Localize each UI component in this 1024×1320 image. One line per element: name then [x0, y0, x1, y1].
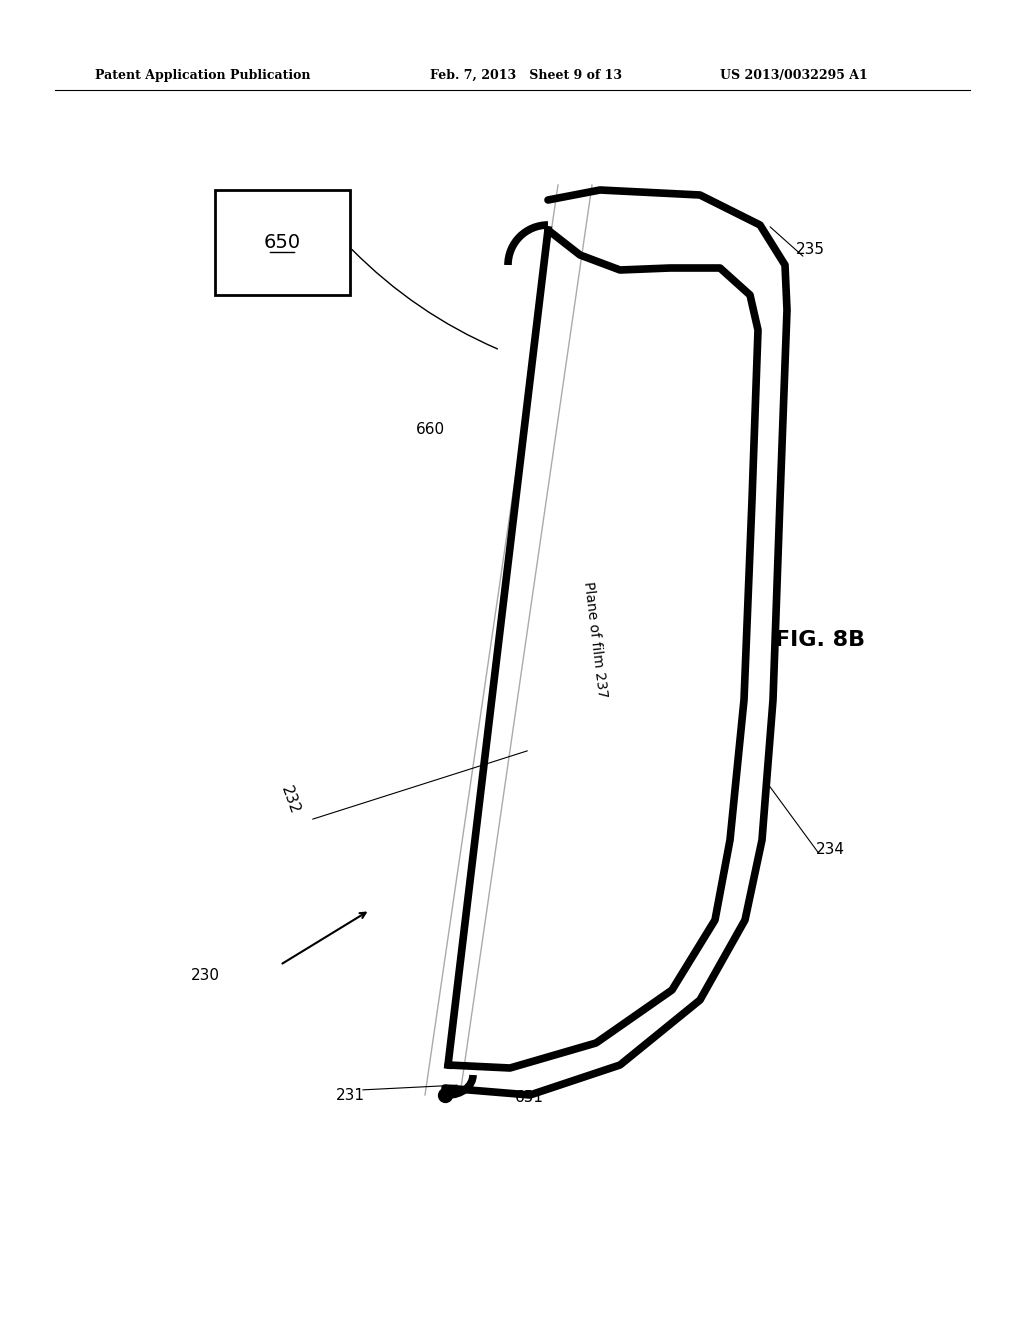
Text: 660: 660 — [416, 422, 444, 437]
Text: 235: 235 — [796, 243, 824, 257]
Text: 230: 230 — [190, 968, 219, 982]
Bar — [215, 190, 350, 294]
Text: 234: 234 — [815, 842, 845, 858]
Text: 232: 232 — [278, 784, 302, 816]
Text: Plane of film 237: Plane of film 237 — [581, 581, 609, 700]
Text: Feb. 7, 2013   Sheet 9 of 13: Feb. 7, 2013 Sheet 9 of 13 — [430, 69, 622, 82]
Text: 650: 650 — [264, 234, 301, 252]
Text: 651: 651 — [515, 1090, 544, 1106]
Text: 231: 231 — [336, 1088, 365, 1102]
Text: FIG. 8B: FIG. 8B — [775, 630, 865, 649]
Text: US 2013/0032295 A1: US 2013/0032295 A1 — [720, 69, 867, 82]
Text: Patent Application Publication: Patent Application Publication — [95, 69, 310, 82]
